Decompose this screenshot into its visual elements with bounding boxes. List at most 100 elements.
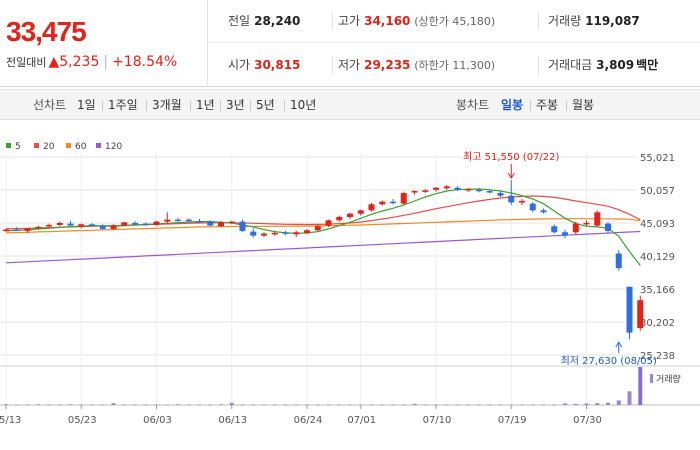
volume-bar [14,404,19,406]
y-tick-label: 45,093 [640,219,675,230]
candle-body [379,201,386,205]
volume-bar [57,404,62,406]
candle-body [164,219,171,222]
volume-bar [563,403,567,405]
candle-body [615,253,622,269]
volume-bar [251,404,256,406]
period-1y-button[interactable]: 1년 [196,98,215,112]
stat-label: 시가 [228,58,251,72]
candle-body [368,204,375,211]
upper-limit: (상한가 45,180) [414,15,496,28]
toolbar-divider [530,100,531,111]
candle-body [497,193,504,196]
stat-value: 119,087 [585,14,640,28]
stat-value: 3,809 [596,58,635,72]
volume-bar [412,403,417,405]
stat-unit: 백만 [636,58,659,72]
stat-label: 고가 [338,14,361,28]
stat-label: 전일 [228,14,251,28]
candle-body [562,232,568,236]
toolbar-divider [190,100,191,111]
volume-bar [573,403,578,405]
stat-volume: 거래량 119,087 [548,0,640,43]
period-3m-button[interactable]: 3개월 [152,98,182,112]
legend-label-ma60: 60 [75,142,87,152]
change-divider: | [103,54,109,70]
line-chart-label: 선차트 [33,98,67,112]
volume-bar [111,403,116,405]
stat-amount: 거래대금 3,809 백만 [548,44,658,87]
y-tick-label: 25,238 [640,351,675,362]
y-tick-label: 40,129 [640,252,675,263]
high-arrow-icon [507,172,515,180]
volume-bar [498,404,503,406]
x-tick-label: 06/03 [143,415,172,426]
x-tick-label: 07/10 [423,415,452,426]
volume-bar [616,400,621,405]
volume-bar [369,404,374,406]
volume-bar [315,404,320,406]
volume-bar [186,404,191,406]
legend-label-ma5: 5 [15,142,21,152]
candle-chart-label: 봉차트 [456,98,490,112]
candle-body [454,187,461,190]
candle-weekly-button[interactable]: 주봉 [536,98,559,112]
period-3y-button[interactable]: 3년 [226,98,245,112]
stock-chart[interactable]: 5 20 60 120 55,021 50,057 45,093 40,129 35,166 3… [0,121,700,450]
period-5y-button[interactable]: 5년 [256,98,275,112]
stat-grid: 전일 28,240 고가 34,160 (상한가 45,180) 거래량 119,08… [208,0,700,87]
candle-body [228,221,235,224]
volume-bars: 거래량 [4,367,681,406]
candle-body [132,222,138,225]
volume-legend-swatch [650,374,653,383]
volume-bar [444,404,449,406]
volume-bar [391,404,395,406]
volume-bar [283,404,288,406]
candle-body [529,203,536,211]
period-1d-button[interactable]: 1일 [77,98,96,112]
price-box: 33,475 전일대비 ▲5,235 | +18.54% [0,0,208,87]
low-annotation: 최저 27,630 (08/05) [561,355,657,367]
price-change: 전일대비 ▲5,235 | +18.54% [6,54,177,70]
legend-swatch-ma120 [96,143,101,148]
x-tick-label: 07/19 [498,415,527,426]
stat-value: 34,160 [364,14,411,28]
candle-body [196,220,203,223]
volume-bar [68,404,73,406]
volume-bar [380,404,385,406]
volume-bar [423,404,428,406]
change-value: 5,235 [59,54,100,70]
volume-bar [197,404,202,406]
candle-body [583,222,590,225]
stat-row-2: 시가 30,815 저가 29,235 (하한가 11,300) 거래대금 3,809… [208,44,700,87]
candle-body [282,232,289,234]
volume-bar [165,404,170,406]
volume-bar [348,404,352,406]
stat-value: 29,235 [364,58,411,72]
candle-body [314,226,321,231]
candle-body [422,190,429,192]
toolbar-divider [102,100,103,111]
candle-body [121,222,128,226]
candle-monthly-button[interactable]: 월봉 [572,98,595,112]
line-ma120 [5,230,641,264]
period-10y-button[interactable]: 10년 [290,98,317,112]
high-annotation: 최고 51,550 (07/22) [463,151,559,163]
candle-body [400,193,407,204]
candle-body [3,229,9,232]
volume-bar [638,367,643,405]
period-1w-button[interactable]: 1주일 [108,98,138,112]
volume-bar [627,391,632,405]
candle-body [35,226,42,229]
legend-label-ma20: 20 [43,142,55,152]
candle-body [433,187,439,190]
line-ma60 [5,218,641,234]
candle-daily-button[interactable]: 일봉 [501,98,524,112]
candle-body [443,186,450,189]
stat-divider [332,56,333,74]
change-label: 전일대비 [6,56,47,69]
volume-bar [4,404,8,406]
volume-bar [122,404,127,406]
candle-body [336,216,343,221]
volume-bar [25,404,30,406]
